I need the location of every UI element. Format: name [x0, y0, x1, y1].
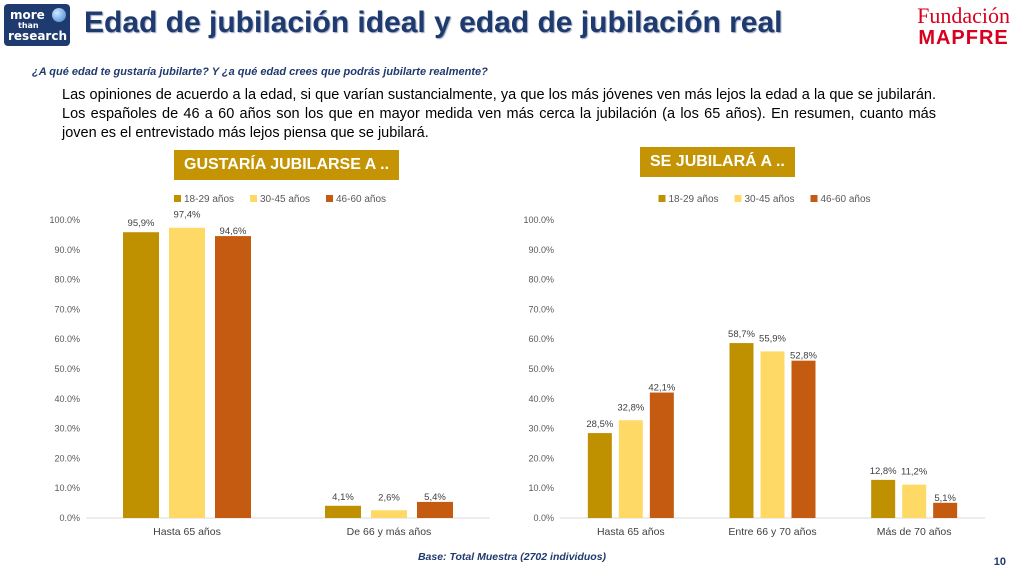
- more-than-research-logo: more than research: [4, 4, 70, 46]
- data-label: 58,7%: [728, 329, 755, 340]
- legend-swatch: [174, 195, 181, 202]
- data-label: 12,8%: [870, 466, 897, 477]
- data-label: 32,8%: [617, 402, 644, 413]
- footer-base: Base: Total Muestra (2702 individuos): [417, 551, 607, 563]
- brand-line2: MAPFRE: [918, 27, 1009, 49]
- bar: [791, 360, 816, 518]
- bar: [649, 392, 674, 518]
- y-tick-label: 90.0%: [528, 245, 554, 255]
- data-label: 5,4%: [424, 492, 446, 503]
- data-label: 97,4%: [174, 210, 201, 221]
- logo-text-line2: than: [18, 21, 39, 30]
- legend-label: 18-29 años: [184, 194, 234, 205]
- bar: [215, 236, 251, 519]
- data-label: 95,9%: [128, 218, 155, 229]
- fundacion-mapfre-logo: Fundación MAPFRE: [917, 3, 1010, 49]
- y-tick-label: 20.0%: [528, 453, 554, 463]
- page-title: Edad de jubilación ideal y edad de jubil…: [84, 6, 783, 39]
- logo-text-line3: research: [8, 29, 68, 43]
- legend-label: 46-60 años: [336, 194, 386, 205]
- data-label: 11,2%: [901, 467, 928, 478]
- x-tick-label: De 66 y más años: [347, 526, 432, 538]
- bar: [371, 510, 407, 518]
- data-label: 42,1%: [648, 383, 675, 394]
- bar: [618, 420, 643, 518]
- y-tick-label: 60.0%: [528, 334, 554, 344]
- bar: [169, 227, 205, 519]
- legend-label: 30-45 años: [745, 194, 795, 205]
- legend-label: 18-29 años: [669, 194, 719, 205]
- y-tick-label: 30.0%: [528, 424, 554, 434]
- survey-question: ¿A qué edad te gustaría jubilarte? Y ¿a …: [32, 66, 488, 78]
- legend-swatch: [810, 195, 818, 202]
- y-tick-label: 40.0%: [54, 394, 80, 404]
- y-tick-label: 50.0%: [54, 364, 80, 374]
- bar: [760, 351, 785, 518]
- legend-swatch: [326, 195, 333, 202]
- legend-swatch: [734, 195, 742, 202]
- y-tick-label: 100.0%: [523, 215, 554, 225]
- data-label: 55,9%: [759, 333, 786, 344]
- legend-label: 30-45 años: [260, 194, 310, 205]
- y-tick-label: 10.0%: [54, 483, 80, 493]
- bar: [325, 505, 361, 518]
- bar: [587, 433, 612, 518]
- data-label: 2,6%: [378, 492, 400, 503]
- y-tick-label: 50.0%: [528, 364, 554, 374]
- bar: [729, 343, 754, 518]
- x-tick-label: Entre 66 y 70 años: [728, 526, 816, 538]
- badge-gustaria: GUSTARÍA JUBILARSE A ..: [174, 150, 400, 180]
- y-tick-label: 30.0%: [54, 424, 80, 434]
- data-label: 4,1%: [332, 492, 354, 503]
- y-tick-label: 90.0%: [54, 245, 80, 255]
- legend-swatch: [658, 195, 666, 202]
- y-tick-label: 0.0%: [533, 513, 554, 523]
- y-tick-label: 20.0%: [54, 453, 80, 463]
- x-tick-label: Hasta 65 años: [153, 526, 221, 538]
- data-label: 52,8%: [790, 351, 817, 362]
- brand-line1: Fundación: [917, 3, 1010, 28]
- legend-label: 46-60 años: [821, 194, 871, 205]
- page-number: 10: [993, 556, 1006, 568]
- y-tick-label: 60.0%: [54, 334, 80, 344]
- y-tick-label: 40.0%: [528, 394, 554, 404]
- y-tick-label: 10.0%: [528, 483, 554, 493]
- y-tick-label: 100.0%: [49, 215, 80, 225]
- x-tick-label: Más de 70 años: [877, 526, 952, 538]
- globe-icon: [52, 8, 66, 22]
- x-tick-label: Hasta 65 años: [597, 526, 665, 538]
- legend-swatch: [250, 195, 257, 202]
- summary-paragraph: Las opiniones de acuerdo a la edad, si q…: [62, 87, 936, 141]
- data-label: 5,1%: [934, 493, 956, 504]
- data-label: 94,6%: [220, 226, 247, 237]
- bar: [871, 479, 896, 518]
- y-tick-label: 70.0%: [528, 304, 554, 314]
- badge-se-jubilara: SE JUBILARÁ A ..: [640, 147, 795, 177]
- y-tick-label: 70.0%: [54, 304, 80, 314]
- chart-se-jubilara: 18-29 años 30-45 años 46-60 años 0.0% 10.0% 2…: [523, 194, 985, 538]
- y-tick-label: 80.0%: [54, 275, 80, 285]
- logo-text-line1: more: [10, 8, 45, 22]
- bar: [902, 484, 927, 518]
- bar: [417, 501, 453, 518]
- bar: [933, 502, 958, 518]
- data-label: 28,5%: [586, 419, 613, 430]
- bar: [123, 232, 159, 518]
- y-tick-label: 0.0%: [59, 513, 80, 523]
- y-tick-label: 80.0%: [528, 275, 554, 285]
- chart-gustaria: 18-29 años 30-45 años 46-60 años 0.0% 10.0% 2…: [49, 194, 490, 538]
